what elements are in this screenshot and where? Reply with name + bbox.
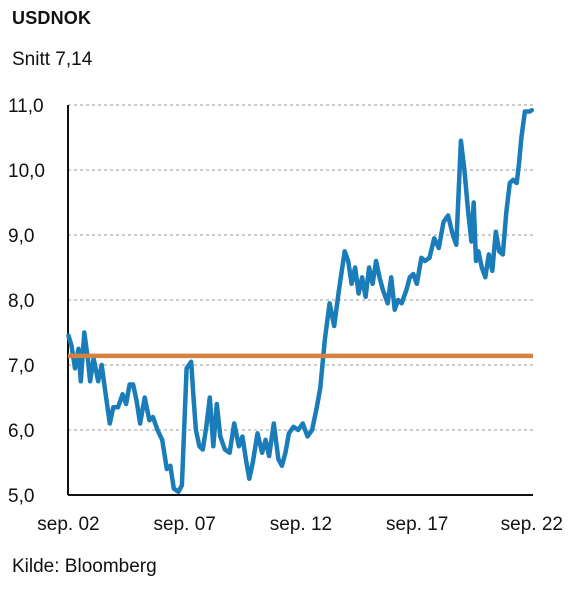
y-tick-label: 11,0: [8, 96, 44, 117]
plot-area: [66, 107, 535, 495]
x-tick-label: sep. 07: [154, 514, 216, 535]
y-tick-label: 8,0: [8, 291, 34, 312]
x-tick-label: sep. 12: [270, 514, 332, 535]
y-tick-label: 5,0: [8, 486, 34, 507]
x-tick-label: sep. 22: [501, 514, 563, 535]
chart-title: USDNOK: [12, 8, 92, 28]
x-axis: sep. 02 sep. 07 sep. 12 sep. 17 sep. 22: [37, 494, 563, 535]
chart-subtitle: Snitt 7,14: [12, 49, 93, 70]
y-axis: 5,0 6,0 7,0 8,0 9,0 10,0 11,0: [8, 96, 69, 507]
source-note: Kilde: Bloomberg: [12, 556, 157, 577]
series-line-usdnok: [66, 107, 535, 495]
x-tick-label: sep. 17: [386, 514, 448, 535]
y-tick-label: 9,0: [8, 226, 34, 247]
x-tick-label: sep. 02: [37, 514, 99, 535]
y-tick-label: 7,0: [8, 356, 34, 377]
y-tick-label: 6,0: [8, 421, 34, 442]
y-tick-label: 10,0: [8, 161, 45, 182]
